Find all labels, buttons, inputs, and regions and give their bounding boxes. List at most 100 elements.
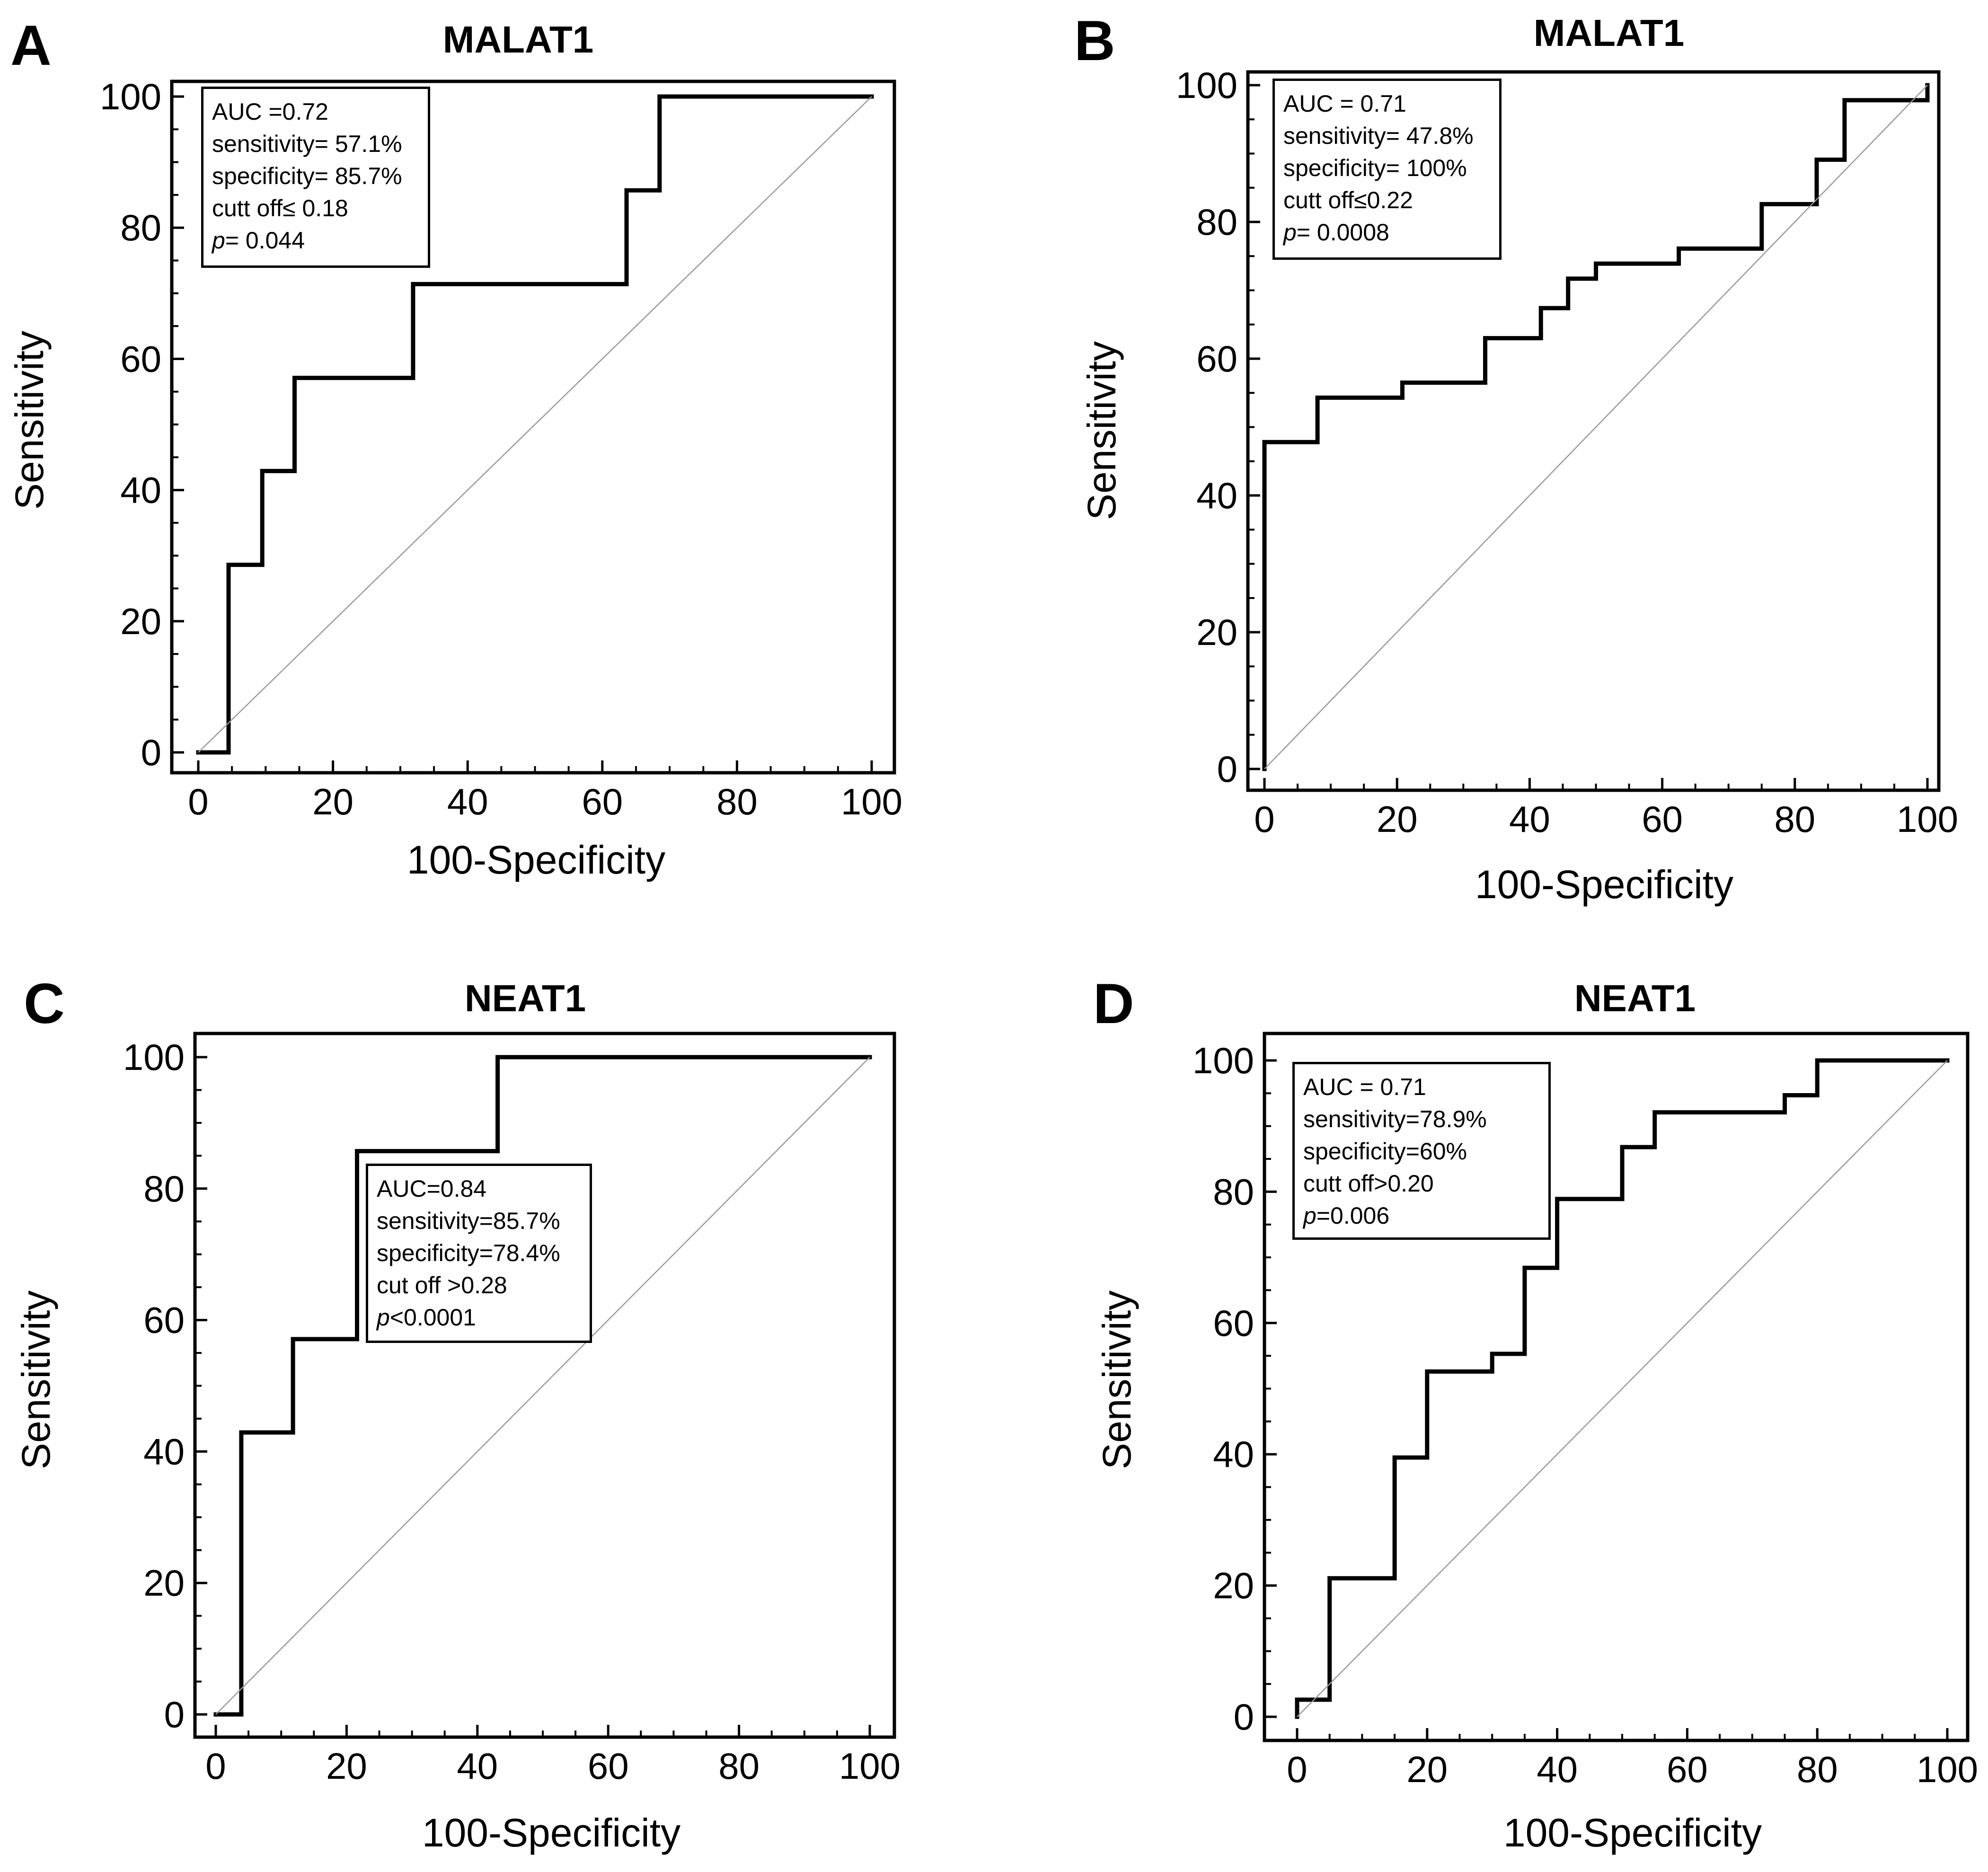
y-tick-label: 0: [1234, 1696, 1254, 1738]
panel-letter: D: [1093, 972, 1134, 1035]
y-tick-label: 60: [143, 1299, 185, 1341]
x-tick-label: 100: [1917, 1748, 1978, 1790]
y-tick-label: 100: [1176, 64, 1237, 106]
y-tick-label: 100: [100, 76, 161, 117]
panel-c: C NEAT1 Sensitivity 100-Specificity 0 20 4…: [0, 936, 994, 1872]
specificity-text: specificity= 85.7%: [212, 163, 402, 189]
sensitivity-text: sensitivity= 47.8%: [1283, 123, 1474, 149]
x-tick-label: 100: [1897, 798, 1958, 840]
plot-frame: [1263, 1032, 1970, 1742]
x-tick-label: 60: [1642, 798, 1683, 840]
y-tick-label: 80: [1213, 1171, 1254, 1212]
x-tick-label: 60: [1667, 1748, 1708, 1790]
chart-svg: 0 20 40 60 80 100 0 20 40 60 80 100: [100, 76, 902, 822]
roc-curve-line: [213, 1055, 872, 1717]
panel-letter: B: [1074, 9, 1115, 72]
y-tick-label: 40: [143, 1430, 185, 1472]
roc-curve-line: [1262, 83, 1930, 771]
reference-diagonal-line: [198, 96, 872, 753]
sensitivity-text: sensitivity=85.7%: [377, 1208, 560, 1234]
roc-curve-line: [1295, 1058, 1950, 1719]
p-label: p: [212, 227, 225, 254]
y-tick-label: 20: [143, 1562, 185, 1604]
y-tick-label: 20: [1213, 1565, 1254, 1607]
y-tick-label: 40: [120, 469, 161, 511]
auc-text: AUC = 0.71: [1303, 1074, 1426, 1100]
chart-title: NEAT1: [1574, 977, 1696, 1019]
x-tick-label: 0: [205, 1745, 226, 1787]
stats-box: AUC = 0.71 sensitivity=78.9% specificity…: [1292, 1062, 1551, 1240]
p-value-line: p= 0.044: [212, 224, 419, 256]
x-tick-label: 20: [312, 781, 353, 822]
y-tick-label: 0: [164, 1694, 185, 1735]
x-tick-label: 0: [1287, 1748, 1307, 1790]
panel-letter: A: [10, 14, 52, 77]
chart-svg: 0 20 40 60 80 100 0 20 40 60 80 100: [1176, 64, 1958, 840]
y-tick-label: 0: [141, 732, 161, 773]
chart-title: MALAT1: [1533, 12, 1685, 54]
panel-a: A MALAT1 Sensitivity 100-Specificity 0 20…: [0, 0, 994, 936]
stats-box: AUC = 0.71 sensitivity= 47.8% specificit…: [1272, 79, 1502, 260]
x-tick-label: 0: [1254, 798, 1274, 840]
x-tick-label: 20: [1377, 798, 1418, 840]
auc-text: AUC =0.72: [212, 98, 328, 125]
x-tick-label: 60: [588, 1745, 629, 1787]
y-tick-label: 20: [1196, 611, 1237, 653]
plot-frame: [1246, 70, 1941, 792]
plot-frame: [170, 79, 896, 775]
x-tick-label: 40: [447, 781, 488, 822]
y-tick-label: 60: [1196, 338, 1237, 380]
y-tick-label: 80: [1196, 201, 1237, 243]
y-tick-label: 20: [120, 600, 161, 642]
reference-diagonal-line: [1264, 85, 1928, 769]
x-axis-label: 100-Specificity: [1475, 862, 1734, 907]
roc-curve-line: [196, 94, 874, 755]
x-tick-label: 80: [1774, 798, 1815, 840]
x-tick-label: 100: [841, 781, 902, 822]
p-label: p: [377, 1304, 390, 1331]
x-tick-label: 40: [1537, 1748, 1578, 1790]
y-tick-label: 100: [1193, 1040, 1254, 1081]
sensitivity-text: sensitivity= 57.1%: [212, 131, 402, 157]
panel-d: D NEAT1 Sensitivity 100-Specificity 0 20 4…: [994, 936, 1988, 1872]
p-label: p: [1303, 1202, 1316, 1229]
chart-title: MALAT1: [442, 18, 594, 61]
chart-title: NEAT1: [464, 977, 586, 1019]
x-tick-label: 80: [716, 781, 758, 822]
stats-box: AUC=0.84 sensitivity=85.7% specificity=7…: [366, 1164, 592, 1343]
p-value: = 0.044: [225, 227, 305, 254]
y-tick-label: 80: [143, 1168, 185, 1210]
x-tick-label: 40: [457, 1745, 498, 1787]
cutoff-text: cutt off≤0.22: [1283, 187, 1413, 213]
y-tick-label: 80: [120, 207, 161, 248]
auc-text: AUC=0.84: [377, 1175, 487, 1202]
p-value: <0.0001: [389, 1304, 476, 1331]
x-axis-label: 100-Specificity: [1503, 1810, 1762, 1855]
cutoff-text: cut off >0.28: [377, 1272, 507, 1298]
p-value-line: p= 0.0008: [1283, 216, 1491, 248]
specificity-text: specificity=60%: [1303, 1138, 1467, 1165]
auc-text: AUC = 0.71: [1283, 90, 1406, 117]
y-tick-label: 40: [1213, 1433, 1254, 1475]
p-label: p: [1283, 219, 1297, 246]
x-tick-label: 40: [1509, 798, 1550, 840]
x-axis-label: 100-Specificity: [406, 838, 666, 882]
specificity-text: specificity=78.4%: [377, 1240, 560, 1266]
cutoff-text: cutt off≤ 0.18: [212, 195, 348, 221]
specificity-text: specificity= 100%: [1283, 155, 1467, 181]
chart-svg: 0 20 40 60 80 100 0 20 40 60 80 100: [1193, 1032, 1978, 1790]
y-tick-label: 60: [120, 338, 161, 380]
x-tick-label: 60: [582, 781, 623, 822]
stats-box: AUC =0.72 sensitivity= 57.1% specificity…: [201, 87, 430, 268]
x-tick-label: 80: [1797, 1748, 1838, 1790]
x-tick-label: 20: [1406, 1748, 1448, 1790]
p-value-line: p<0.0001: [377, 1301, 581, 1333]
y-tick-label: 100: [123, 1036, 185, 1078]
x-tick-label: 20: [326, 1745, 367, 1787]
y-tick-label: 60: [1213, 1302, 1254, 1344]
plot-frame: [193, 1032, 896, 1739]
y-tick-label: 0: [1217, 748, 1237, 790]
x-tick-label: 0: [188, 781, 208, 822]
p-value-line: p=0.006: [1303, 1200, 1540, 1232]
